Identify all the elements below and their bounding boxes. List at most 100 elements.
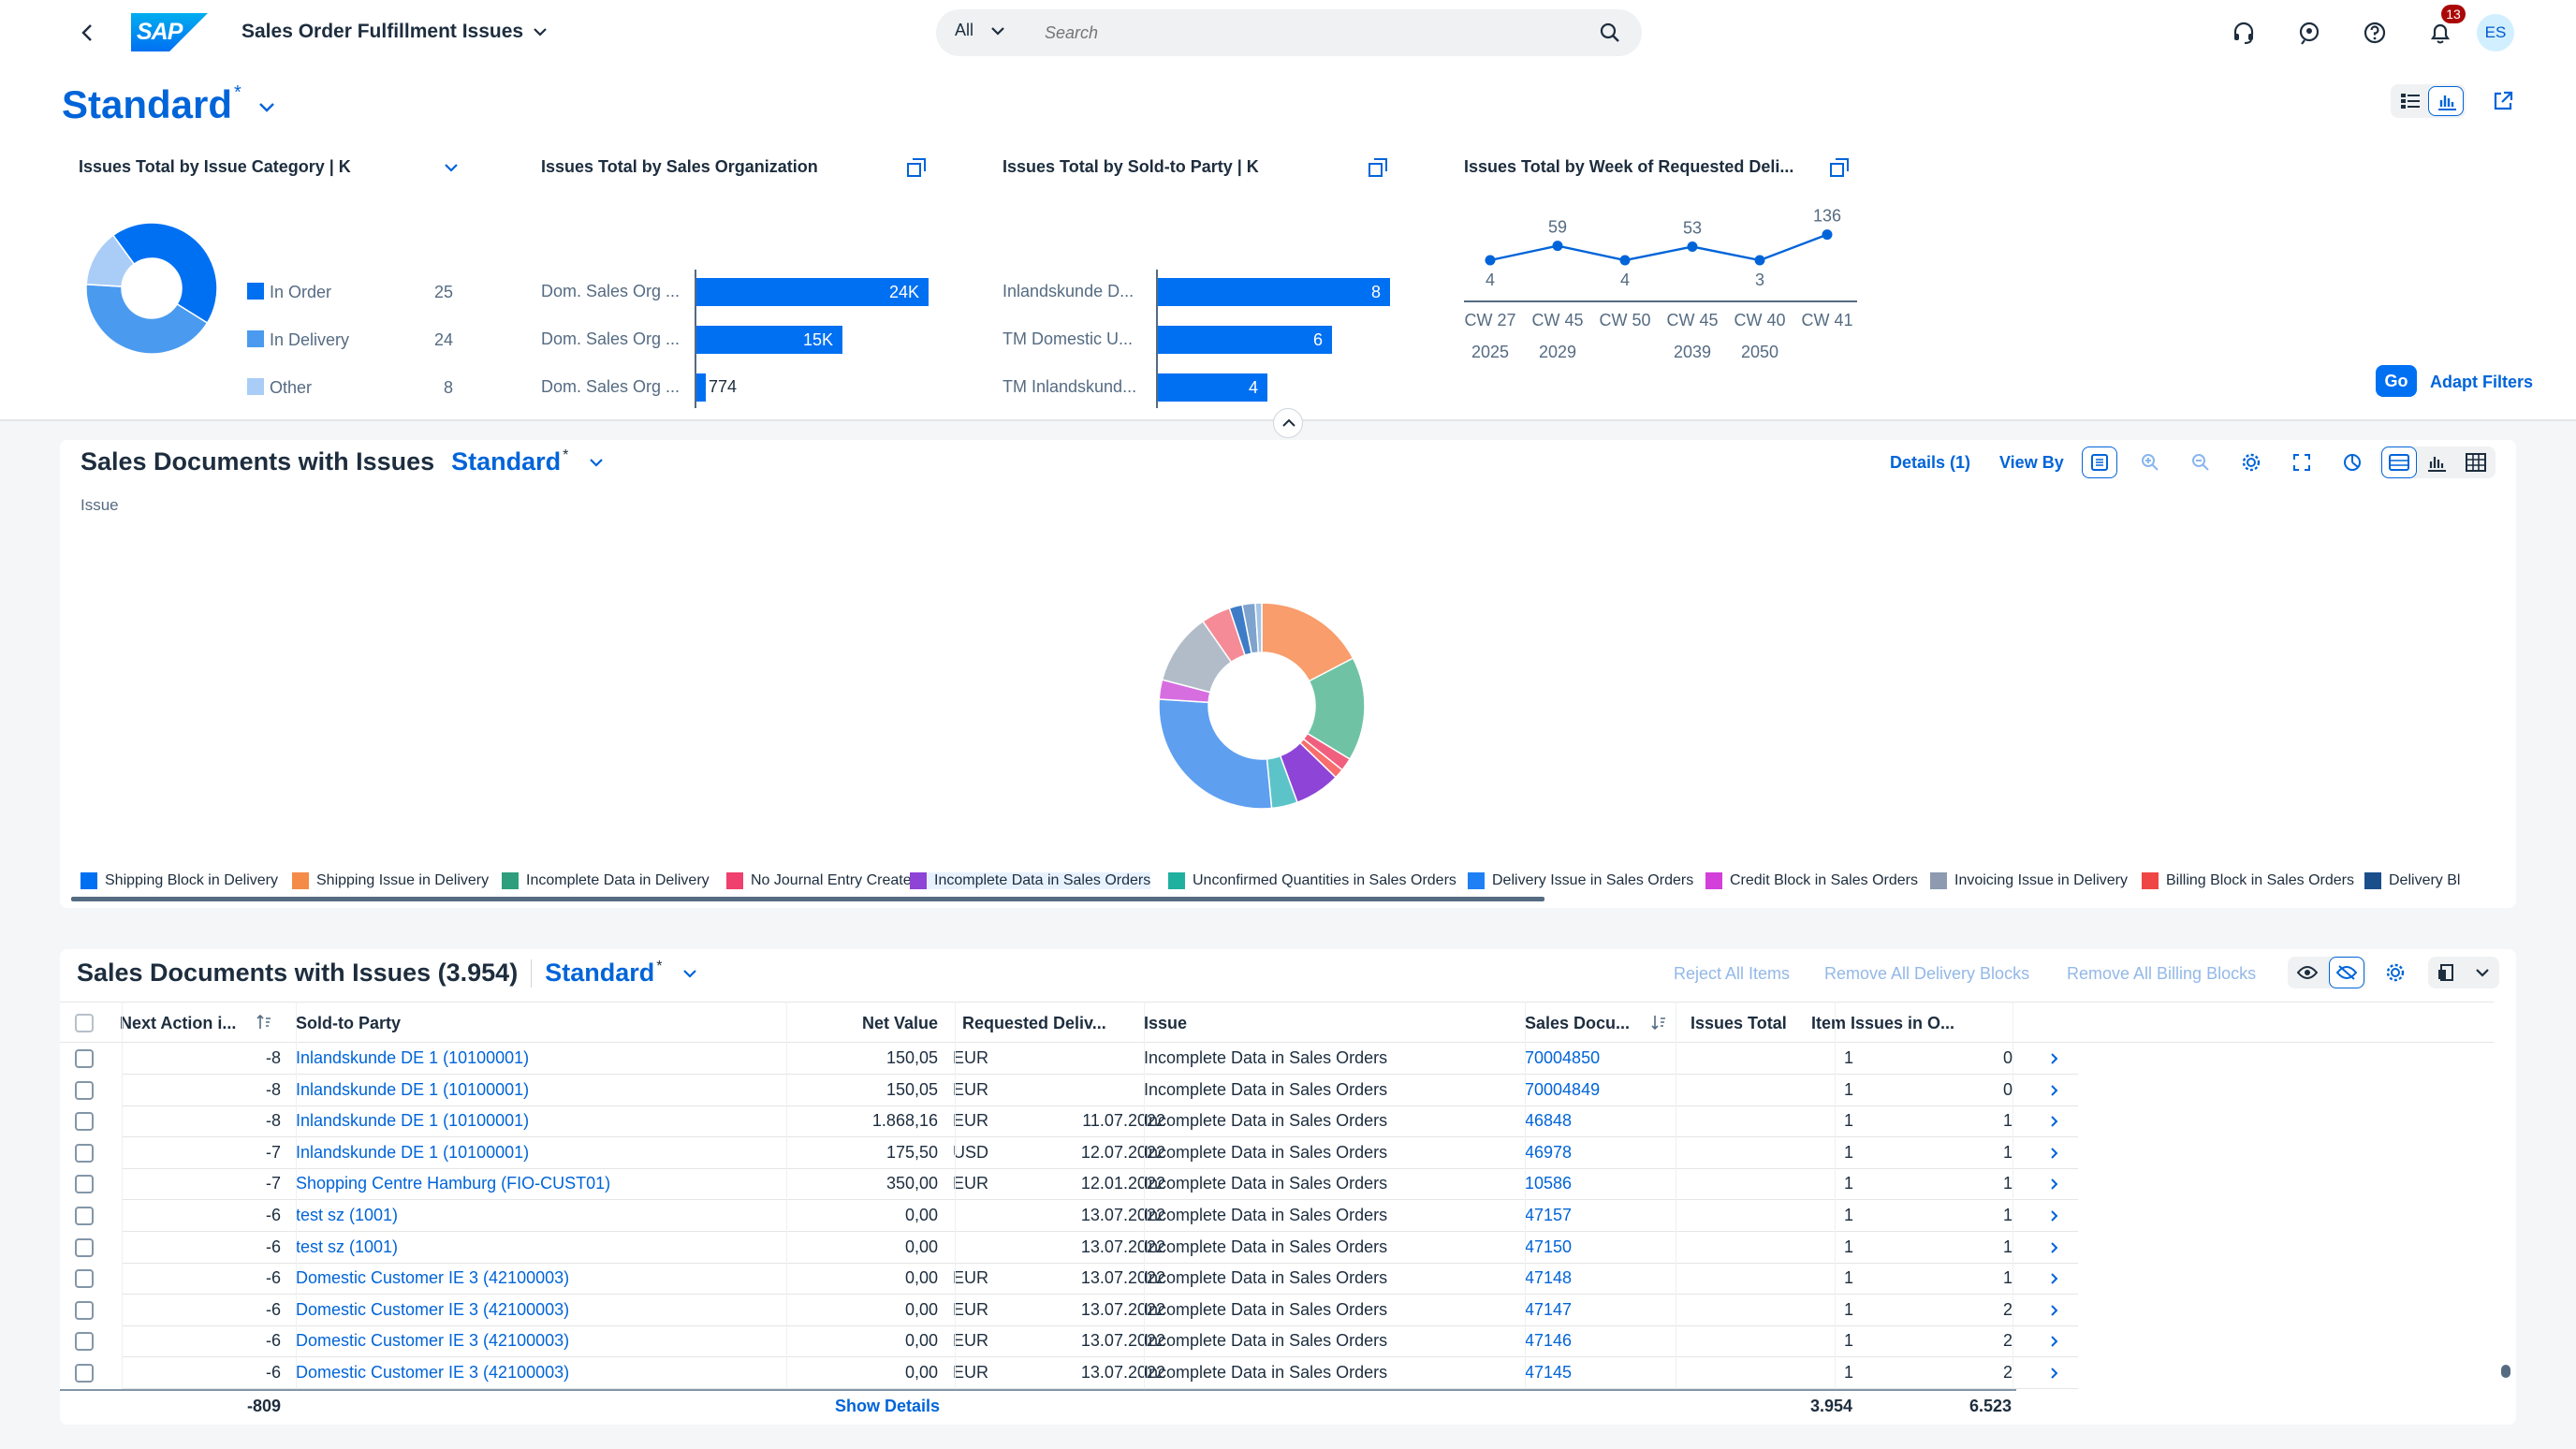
table-settings-button[interactable] [2378,957,2413,988]
table-row[interactable]: -8 Inlandskunde DE 1 (10100001) 150,05 EUR I… [122,1043,2078,1075]
cell-sold-to-party[interactable]: Inlandskunde DE 1 (10100001) [296,1142,530,1162]
zoom-out-button[interactable] [2183,446,2218,478]
column-header-item-issues[interactable]: Item Issues in O... [1811,1014,1955,1032]
column-header-net-value[interactable]: Net Value [861,1014,938,1032]
row-select-checkbox[interactable] [75,1300,94,1320]
row-navigation-icon[interactable] [2050,1043,2069,1074]
cell-sold-to-party[interactable]: Inlandskunde DE 1 (10100001) [296,1111,530,1131]
reject-all-items-button[interactable]: Reject All Items [1674,964,1791,983]
table-variant-selector[interactable]: Standard * [545,959,697,988]
table-row[interactable]: -6 Domestic Customer IE 3 (42100003) 0,00 E… [122,1263,2078,1295]
row-select-checkbox[interactable] [75,1112,94,1132]
show-details-toggle[interactable] [2290,957,2325,988]
chart-only-view-button[interactable] [2419,446,2454,478]
table-row[interactable]: -8 Inlandskunde DE 1 (10100001) 150,05 EUR I… [122,1075,2078,1106]
cell-sales-document[interactable]: 47148 [1525,1268,1573,1288]
column-header-issue[interactable]: Issue [1144,1014,1188,1032]
column-header-next-action[interactable]: Next Action i... [120,1014,237,1032]
headset-icon[interactable] [2232,21,2256,45]
kpi-donut-slice[interactable] [85,283,209,355]
chart-legend-item[interactable]: Delivery Issue in Sales Orders [1468,872,1693,889]
search-scope-select[interactable]: All [955,21,1005,40]
row-select-checkbox[interactable] [75,1080,94,1100]
kpi-line-point[interactable] [1687,242,1698,253]
collapse-header-button[interactable] [1273,408,1303,438]
chart-and-table-view-button[interactable] [2381,446,2417,478]
row-select-checkbox[interactable] [75,1237,94,1257]
cell-sold-to-party[interactable]: Domestic Customer IE 3 (42100003) [296,1268,570,1288]
share-icon[interactable] [2492,90,2514,112]
chart-legend-item[interactable]: No Journal Entry Created [726,872,920,889]
cell-sold-to-party[interactable]: Inlandskunde DE 1 (10100001) [296,1048,530,1067]
kpi-line-point[interactable] [1485,255,1496,266]
table-row[interactable]: -6 test sz (1001) 0,00 13.07.2022 Incomplete… [122,1232,2078,1264]
row-select-checkbox[interactable] [75,1207,94,1225]
open-in-new-icon[interactable] [906,157,927,178]
table-scrollbar-thumb[interactable] [2501,1365,2510,1378]
chart-type-button[interactable] [2334,446,2370,478]
row-navigation-icon[interactable] [2050,1295,2069,1325]
view-by-button[interactable]: View By [1999,453,2064,472]
kpi-card-week-delivery[interactable]: Issues Total by Week of Requested Deli..… [1464,157,1857,438]
adapt-filters-button[interactable]: Adapt Filters [2430,373,2534,391]
joule-assistant-icon[interactable] [2297,21,2321,45]
cell-sold-to-party[interactable]: test sz (1001) [296,1206,399,1224]
kpi-card-sales-org[interactable]: Issues Total by Sales Organization Dom. … [541,157,934,408]
list-view-icon[interactable] [2400,92,2421,110]
table-row[interactable]: -6 Domestic Customer IE 3 (42100003) 0,00 E… [122,1357,2078,1389]
search-input[interactable] [1045,19,1569,47]
row-navigation-icon[interactable] [2050,1357,2069,1388]
kpi-donut-slice[interactable] [111,222,218,325]
details-button[interactable]: Details (1) [1890,453,1971,472]
avatar[interactable]: ES [2477,14,2514,51]
legend-toggle-button[interactable] [2082,446,2117,478]
row-navigation-icon[interactable] [2050,1200,2069,1231]
kpi-bar[interactable]: 8 [1158,278,1390,306]
kpi-line-point[interactable] [1822,229,1833,241]
hide-details-toggle[interactable] [2329,957,2364,988]
kpi-bar[interactable] [696,373,706,402]
go-button[interactable]: Go [2376,365,2417,397]
cell-sales-document[interactable]: 47147 [1525,1299,1573,1319]
row-navigation-icon[interactable] [2050,1325,2069,1356]
kpi-card-sold-to[interactable]: Issues Total by Sold-to Party | K Inland… [1003,157,1396,408]
cell-sold-to-party[interactable]: Domestic Customer IE 3 (42100003) [296,1363,570,1382]
cell-sold-to-party[interactable]: Domestic Customer IE 3 (42100003) [296,1331,570,1351]
chevron-down-icon[interactable] [444,163,459,172]
show-details-link[interactable]: Show Details [834,1397,940,1415]
cell-sales-document[interactable]: 10586 [1525,1174,1573,1193]
select-all-checkbox[interactable] [75,1014,94,1032]
kpi-bar[interactable]: 6 [1158,326,1332,354]
row-select-checkbox[interactable] [75,1143,94,1163]
kpi-bar[interactable]: 24K [696,278,929,306]
table-row[interactable]: -6 test sz (1001) 0,00 13.07.2022 Incomplete… [122,1200,2078,1232]
app-title-menu[interactable]: Sales Order Fulfillment Issues [242,21,548,43]
column-header-issues-total[interactable]: Issues Total [1690,1014,1787,1032]
chart-legend-item[interactable]: Invoicing Issue in Delivery [1930,872,2128,889]
row-navigation-icon[interactable] [2050,1232,2069,1263]
row-navigation-icon[interactable] [2050,1105,2069,1136]
column-header-sold-to[interactable]: Sold-to Party [296,1014,402,1032]
kpi-bar[interactable]: 15K [696,326,842,354]
table-row[interactable]: -7 Inlandskunde DE 1 (10100001) 175,50 USD 1… [122,1137,2078,1169]
table-row[interactable]: -8 Inlandskunde DE 1 (10100001) 1.868,16 EU… [122,1105,2078,1138]
cell-sales-document[interactable]: 70004850 [1525,1048,1601,1067]
kpi-line-point[interactable] [1754,255,1765,266]
cell-sales-document[interactable]: 47150 [1525,1237,1573,1256]
chart-legend-item[interactable]: Billing Block in Sales Orders [2142,872,2354,889]
table-row[interactable]: -7 Shopping Centre Hamburg (FIO-CUST01) 35… [122,1168,2078,1201]
cell-sold-to-party[interactable]: Inlandskunde DE 1 (10100001) [296,1079,530,1099]
chart-variant-selector[interactable]: Standard * [451,447,604,476]
row-select-checkbox[interactable] [75,1269,94,1289]
cell-sold-to-party[interactable]: test sz (1001) [296,1237,399,1256]
chart-legend-item[interactable]: Incomplete Data in Sales Orders [910,872,1151,889]
open-in-new-icon[interactable] [1368,157,1388,178]
cell-sales-document[interactable]: 46848 [1525,1111,1573,1131]
cell-sales-document[interactable]: 47145 [1525,1363,1573,1382]
help-icon[interactable] [2363,21,2387,45]
remove-delivery-blocks-button[interactable]: Remove All Delivery Blocks [1824,964,2030,983]
donut-slice[interactable] [1254,602,1263,653]
table-row[interactable]: -6 Domestic Customer IE 3 (42100003) 0,00 E… [122,1295,2078,1326]
chart-legend-item[interactable]: Shipping Block in Delivery [80,872,278,889]
column-header-sales-document[interactable]: Sales Docu... [1525,1014,1631,1032]
